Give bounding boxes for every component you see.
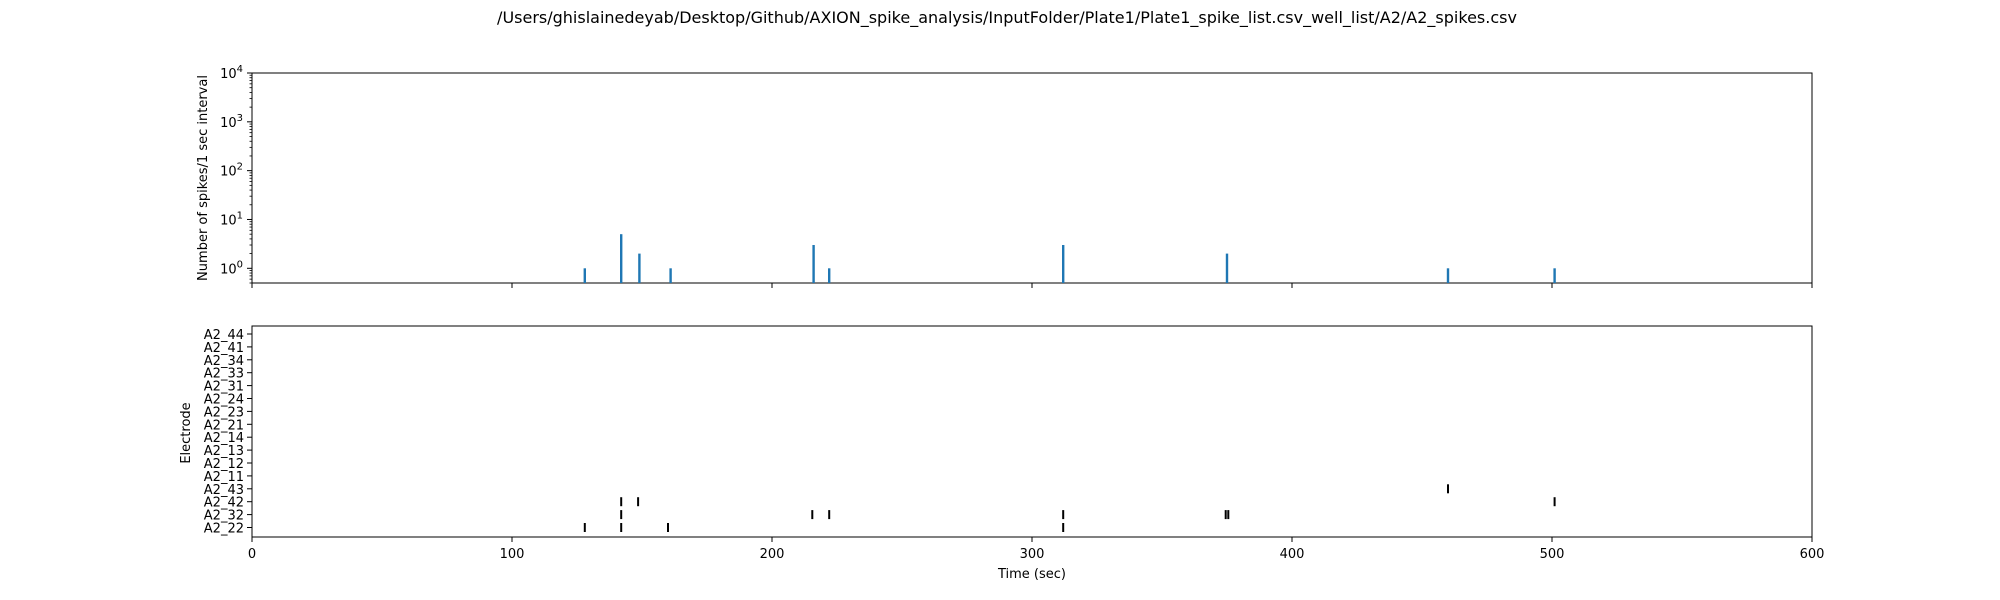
electrode-tick-label: A2_13	[204, 444, 244, 459]
spike-count-bar	[1446, 268, 1450, 283]
y-tick-label: 103	[220, 113, 243, 131]
spike-count-panel: 100 101 102 103 104 Number of spikes/1 sec i…	[196, 64, 1813, 288]
electrode-tick-label: A2_43	[204, 483, 244, 498]
electrode-y-ticks: A2_22A2_32A2_42A2_43A2_11A2_12A2_13A2_14…	[204, 328, 252, 537]
electrode-tick-label: A2_22	[204, 522, 244, 537]
spike-count-bar	[1553, 268, 1556, 283]
spike-count-bar	[669, 268, 672, 283]
raster-events	[583, 484, 1556, 532]
x-tick-label: 0	[248, 547, 256, 562]
top-axes-frame	[251, 72, 1813, 284]
electrode-tick-label: A2_14	[204, 431, 244, 446]
y-tick-label: 102	[220, 162, 243, 180]
spike-count-bar	[812, 245, 815, 283]
y-tick-label: 100	[220, 259, 243, 277]
spike-count-bars	[583, 234, 1556, 283]
electrode-tick-label: A2_41	[204, 341, 244, 356]
x-tick-label: 300	[1020, 547, 1045, 562]
electrode-tick-label: A2_32	[204, 509, 244, 524]
bottom-axes-frame	[251, 325, 1813, 538]
electrode-tick-label: A2_44	[204, 328, 244, 343]
electrode-tick-label: A2_33	[204, 367, 244, 382]
x-tick-label: 100	[500, 547, 525, 562]
y-tick-label: 101	[220, 210, 243, 228]
electrode-tick-label: A2_23	[204, 405, 244, 420]
x-tick-label: 600	[1800, 547, 1825, 562]
bottom-x-ticks: 0 100 200 300 400 500 600	[248, 537, 1825, 562]
chart-title: /Users/ghislainedeyab/Desktop/Github/AXI…	[497, 8, 1517, 28]
electrode-tick-label: A2_34	[204, 354, 244, 369]
top-x-ticks	[251, 283, 1813, 288]
y-tick-label: 104	[220, 64, 243, 82]
spike-count-bar	[638, 253, 641, 283]
electrode-tick-label: A2_12	[204, 457, 244, 472]
top-y-axis-label: Number of spikes/1 sec interval	[196, 75, 211, 281]
electrode-y-axis-label: Electrode	[179, 402, 194, 463]
top-y-ticks: 100 101 102 103 104	[220, 64, 252, 284]
spike-count-bar	[1062, 245, 1065, 283]
spike-count-bar	[620, 234, 623, 283]
electrode-tick-label: A2_21	[204, 418, 244, 433]
spike-count-bar	[828, 268, 831, 283]
electrode-tick-label: A2_24	[204, 393, 244, 408]
raster-panel: A2_22A2_32A2_42A2_43A2_11A2_12A2_13A2_14…	[179, 325, 1825, 582]
spike-count-bar	[1225, 253, 1229, 283]
electrode-tick-label: A2_42	[204, 496, 244, 511]
x-tick-label: 400	[1280, 547, 1305, 562]
x-tick-label: 500	[1540, 547, 1565, 562]
electrode-tick-label: A2_31	[204, 380, 244, 395]
spike-count-bar	[583, 268, 586, 283]
x-axis-label: Time (sec)	[997, 567, 1066, 582]
x-tick-label: 200	[760, 547, 785, 562]
electrode-tick-label: A2_11	[204, 470, 244, 485]
